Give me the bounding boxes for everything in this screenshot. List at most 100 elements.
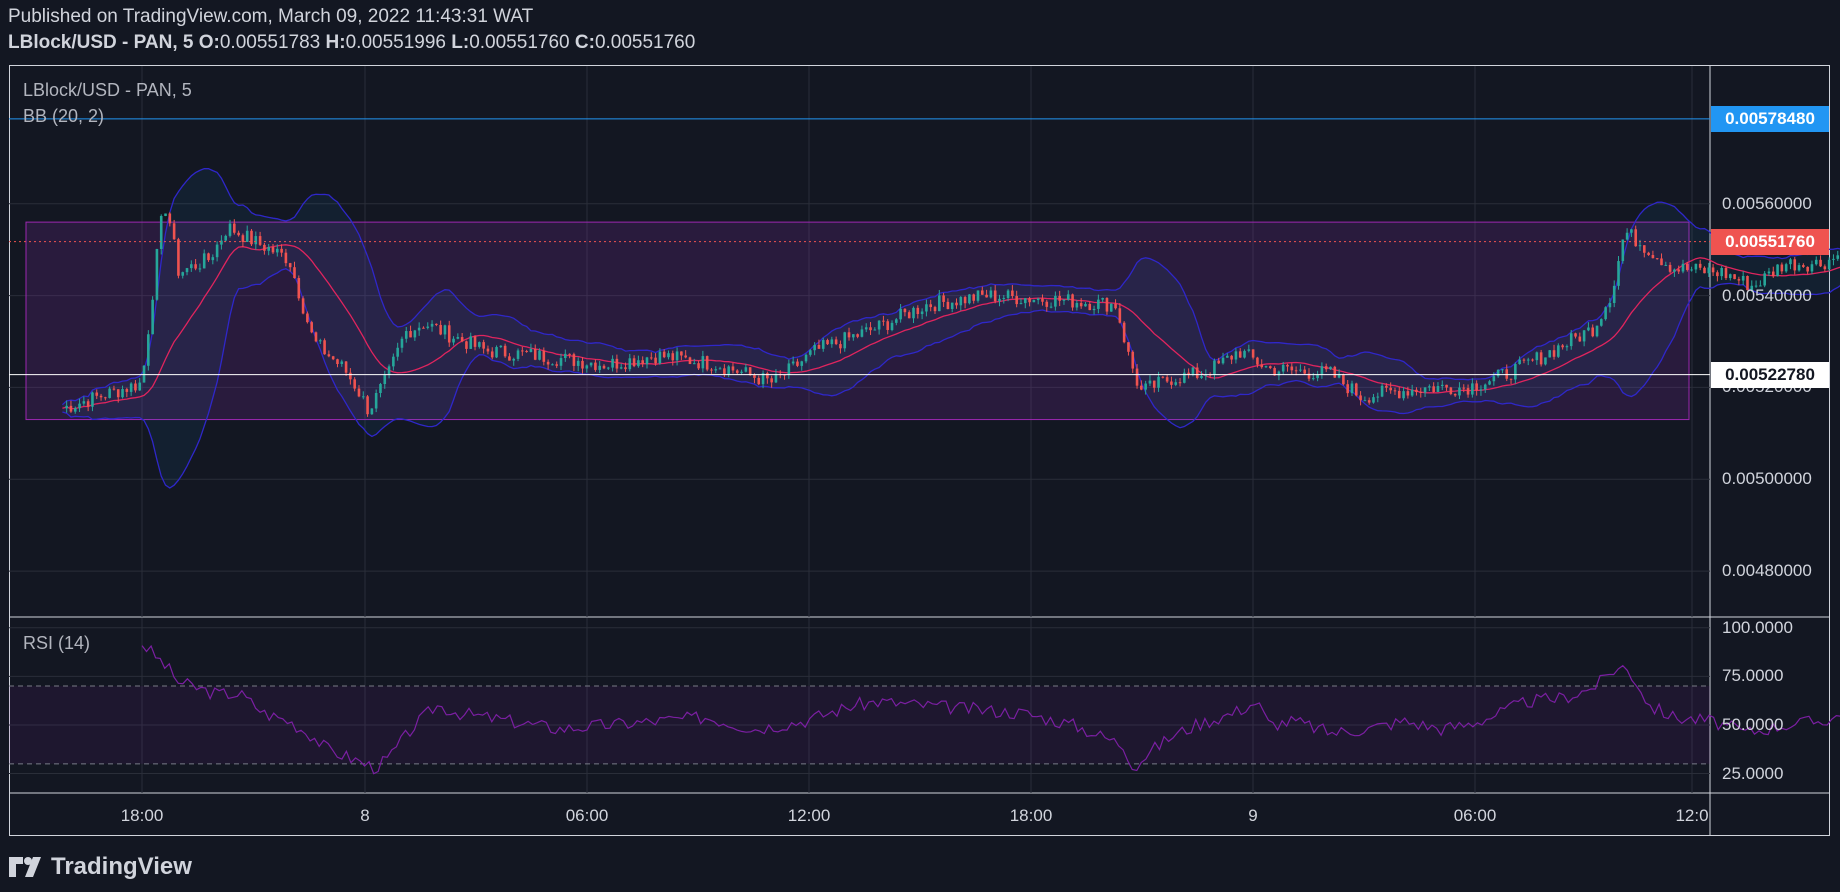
candle-body <box>1161 376 1165 378</box>
candle-body <box>757 377 761 385</box>
candle-body <box>1324 366 1328 370</box>
candle-body <box>336 359 339 365</box>
candle-body <box>198 268 202 270</box>
candle-body <box>1333 366 1337 378</box>
candle-body <box>968 294 971 304</box>
candle-body <box>263 244 266 251</box>
candle-body <box>585 365 589 369</box>
candle-body <box>641 360 644 365</box>
candle-body <box>877 320 881 330</box>
candle-body <box>1079 303 1083 307</box>
candle-body <box>288 263 292 268</box>
candle-body <box>959 297 963 306</box>
candle-body <box>1569 333 1573 347</box>
candle-body <box>1002 297 1006 299</box>
candle-body <box>344 361 348 373</box>
candle-body <box>1097 299 1100 309</box>
candle-body <box>1660 258 1663 266</box>
candle-body <box>245 230 249 242</box>
candle-body <box>950 302 954 309</box>
candle-body <box>1243 350 1246 358</box>
candle-body <box>753 374 756 378</box>
candle-body <box>1737 279 1741 281</box>
candle-body <box>172 223 176 240</box>
candle-body <box>1810 264 1814 272</box>
candle-body <box>1509 378 1513 380</box>
candle-body <box>1213 360 1216 375</box>
candle-body <box>237 232 240 236</box>
candle-body <box>787 363 791 375</box>
time-tick-label: 8 <box>360 806 370 825</box>
candle-body <box>1316 374 1319 379</box>
candle-body <box>1402 391 1405 399</box>
candle-body <box>439 324 442 335</box>
candle-body <box>697 363 700 369</box>
candle-body <box>1114 303 1117 309</box>
candle-body <box>495 347 498 358</box>
candle-body <box>1075 303 1079 308</box>
candle-body <box>1634 229 1638 247</box>
candle-body <box>1105 298 1109 312</box>
candle-body <box>1694 263 1698 270</box>
candle-body <box>705 356 709 370</box>
candle-body <box>374 392 378 409</box>
candle-body <box>116 389 120 398</box>
candle-body <box>1643 245 1646 253</box>
candle-body <box>1101 298 1104 300</box>
candle-body <box>1432 386 1435 392</box>
candle-body <box>280 248 283 253</box>
chart-frame[interactable] <box>9 65 1830 836</box>
candle-body <box>748 367 752 375</box>
bb-indicator-label[interactable]: BB (20, 2) <box>23 106 105 126</box>
candle-body <box>1647 252 1650 256</box>
candle-body <box>155 248 159 300</box>
candle-body <box>379 384 382 393</box>
time-tick-label: 12:00 <box>787 806 831 825</box>
candle-body <box>942 295 945 302</box>
candle-body <box>830 339 834 345</box>
candle-body <box>1466 388 1470 395</box>
candle-body <box>1234 351 1238 360</box>
candle-body <box>254 236 258 245</box>
candle-body <box>1522 359 1526 361</box>
candle-body <box>1750 285 1754 291</box>
rsi-indicator-label[interactable]: RSI (14) <box>23 633 91 653</box>
high-label: H: <box>325 32 346 53</box>
last-price-tag: 0.00551760 <box>1711 228 1829 255</box>
candle-body <box>250 230 253 245</box>
candle-body <box>963 297 967 304</box>
rsi-tick-label: 50.0000 <box>1722 714 1784 734</box>
candle-body <box>168 213 172 224</box>
candle-body <box>886 321 890 330</box>
candle-body <box>671 353 675 361</box>
candle-body <box>426 326 430 328</box>
candle-body <box>1595 325 1599 337</box>
tradingview-logo-icon <box>9 857 41 877</box>
candle-body <box>306 313 309 323</box>
candle-body <box>684 355 687 358</box>
candle-body <box>1453 393 1457 396</box>
candle-body <box>181 272 185 276</box>
candle-body <box>624 367 627 370</box>
candle-body <box>361 396 365 398</box>
candle-body <box>925 304 928 312</box>
candle-body <box>1071 294 1074 308</box>
candle-body <box>860 329 864 337</box>
candle-body <box>1617 261 1620 286</box>
candle-body <box>1041 298 1044 302</box>
candle-body <box>1565 346 1569 348</box>
candle-body <box>1557 345 1560 357</box>
candle-body <box>1531 359 1534 361</box>
candle-body <box>1496 369 1500 377</box>
candle-body <box>1152 380 1156 388</box>
candle-body <box>99 395 103 398</box>
candle-body <box>452 338 455 343</box>
candle-body <box>1359 395 1362 401</box>
candle-body <box>1724 268 1728 279</box>
candle-body <box>1200 376 1203 378</box>
candle-body <box>86 401 90 407</box>
candle-body <box>430 323 434 327</box>
candle-body <box>224 235 228 241</box>
candle-body <box>1423 387 1427 393</box>
